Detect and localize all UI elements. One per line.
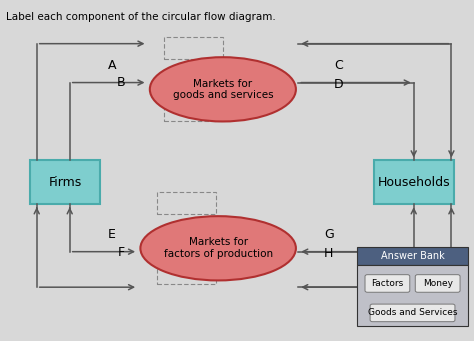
Text: Markets for
goods and services: Markets for goods and services [173,78,273,100]
FancyBboxPatch shape [374,160,454,204]
Text: Answer Bank: Answer Bank [381,251,445,261]
Text: B: B [117,76,126,89]
FancyBboxPatch shape [415,275,460,292]
Text: F: F [118,246,125,259]
FancyBboxPatch shape [30,160,100,204]
Text: Goods and Services: Goods and Services [368,308,457,317]
Text: Label each component of the circular flow diagram.: Label each component of the circular flo… [6,12,276,21]
FancyBboxPatch shape [365,275,410,292]
Text: C: C [334,59,343,72]
Ellipse shape [150,57,296,121]
Text: Households: Households [377,176,450,189]
Text: G: G [324,228,334,241]
Text: D: D [334,78,343,91]
Text: E: E [108,228,116,241]
FancyBboxPatch shape [357,247,468,265]
Text: Factors: Factors [371,279,403,288]
Text: H: H [324,247,334,260]
Text: Firms: Firms [48,176,82,189]
Text: A: A [108,59,117,72]
Text: Money: Money [423,279,453,288]
Ellipse shape [140,216,296,280]
FancyBboxPatch shape [357,265,468,326]
FancyBboxPatch shape [370,304,455,322]
Text: Markets for
factors of production: Markets for factors of production [164,237,273,259]
